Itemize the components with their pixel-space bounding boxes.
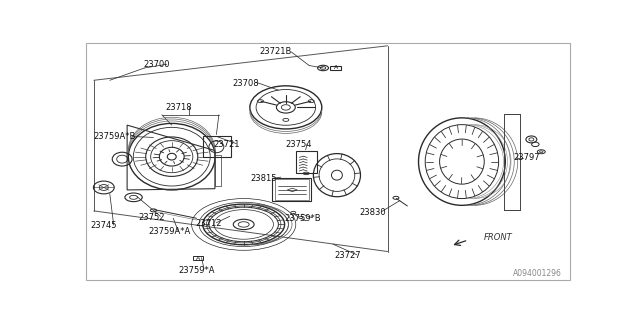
Text: 23708: 23708 (233, 79, 259, 89)
Text: 23721: 23721 (213, 140, 239, 149)
Bar (296, 150, 317, 173)
Text: A094001296: A094001296 (513, 269, 562, 278)
Text: FRONT: FRONT (484, 233, 513, 242)
Text: 23727: 23727 (335, 251, 361, 260)
Text: 23830: 23830 (359, 208, 386, 217)
Text: A: A (334, 65, 338, 70)
Text: 23759*A: 23759*A (179, 266, 215, 275)
Text: 23718: 23718 (166, 103, 193, 112)
Text: 23721B: 23721B (260, 47, 292, 56)
Bar (273, 178, 311, 201)
Text: 23797: 23797 (513, 153, 540, 163)
Text: 23745: 23745 (90, 221, 117, 230)
Bar (193, 256, 203, 260)
Text: 23759A*B: 23759A*B (93, 132, 136, 141)
Text: 23754: 23754 (285, 140, 312, 149)
Text: 23759*B: 23759*B (285, 214, 321, 223)
Bar (275, 179, 308, 200)
Text: A: A (196, 256, 200, 261)
Bar (330, 66, 341, 70)
Text: 23712: 23712 (196, 219, 222, 228)
Text: 23700: 23700 (143, 60, 170, 69)
Text: 23752: 23752 (139, 212, 165, 221)
Text: 23759A*A: 23759A*A (148, 227, 191, 236)
Text: 23815: 23815 (250, 174, 276, 183)
